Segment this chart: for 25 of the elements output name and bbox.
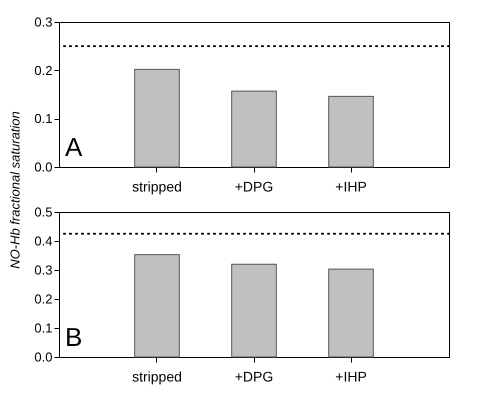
y-tick-label: 0.0: [34, 160, 52, 174]
bar: [134, 254, 180, 358]
y-tick-label: 0.5: [34, 204, 52, 220]
x-tick-label: +DPG: [234, 368, 274, 384]
annotation: A: [65, 132, 83, 162]
bar: [134, 68, 180, 168]
y-tick-label: 0.4: [34, 234, 52, 248]
y-tick-label: 0.3: [34, 262, 52, 278]
y-tick-label: 0.2: [34, 292, 52, 306]
y-axis-title: NO-Hb fractional saturation: [7, 111, 22, 269]
y-tick-label: 0.0: [34, 350, 52, 364]
x-tick-label: +IHP: [335, 368, 367, 384]
x-tick-label: stripped: [132, 178, 182, 194]
x-tick-label: stripped: [132, 368, 182, 384]
bar: [231, 264, 277, 358]
bar: [231, 90, 277, 168]
bar: [328, 268, 374, 358]
y-tick-label: 0.1: [34, 111, 52, 126]
x-tick-label: +DPG: [234, 178, 274, 194]
y-tick-label: 0.1: [34, 320, 52, 336]
y-tick-label: 0.3: [34, 14, 52, 30]
y-tick-label: 0.2: [34, 62, 52, 78]
annotation: B: [65, 322, 82, 352]
bar: [328, 96, 374, 168]
x-tick-label: +IHP: [335, 178, 367, 194]
